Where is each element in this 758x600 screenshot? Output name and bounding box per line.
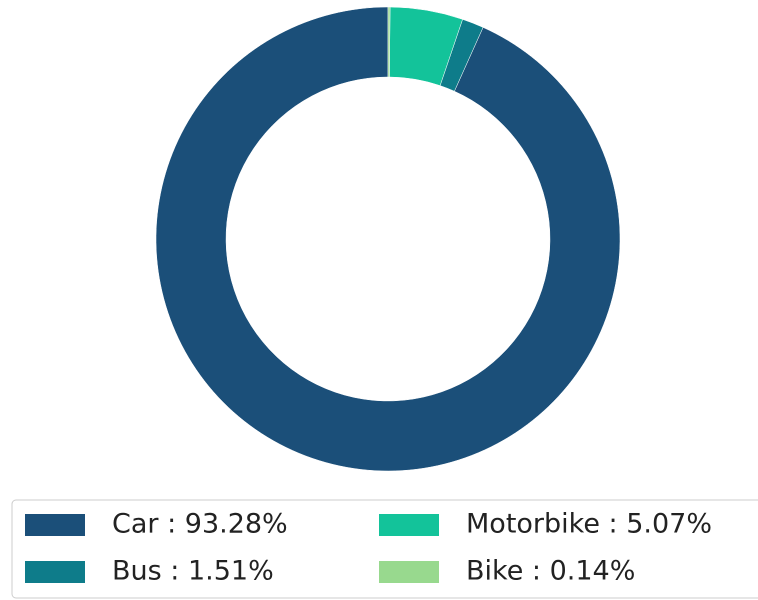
legend-label: Car : 93.28% <box>112 509 288 540</box>
legend-swatch <box>379 561 439 583</box>
legend-swatch <box>379 514 439 536</box>
donut-segment <box>387 6 391 78</box>
legend-box <box>11 499 758 599</box>
legend-label: Bus : 1.51% <box>112 556 274 587</box>
donut-segment <box>155 6 621 472</box>
legend-swatch <box>25 561 85 583</box>
legend-swatch <box>25 514 85 536</box>
legend-label: Bike : 0.14% <box>466 556 635 587</box>
legend-label: Motorbike : 5.07% <box>466 509 712 540</box>
